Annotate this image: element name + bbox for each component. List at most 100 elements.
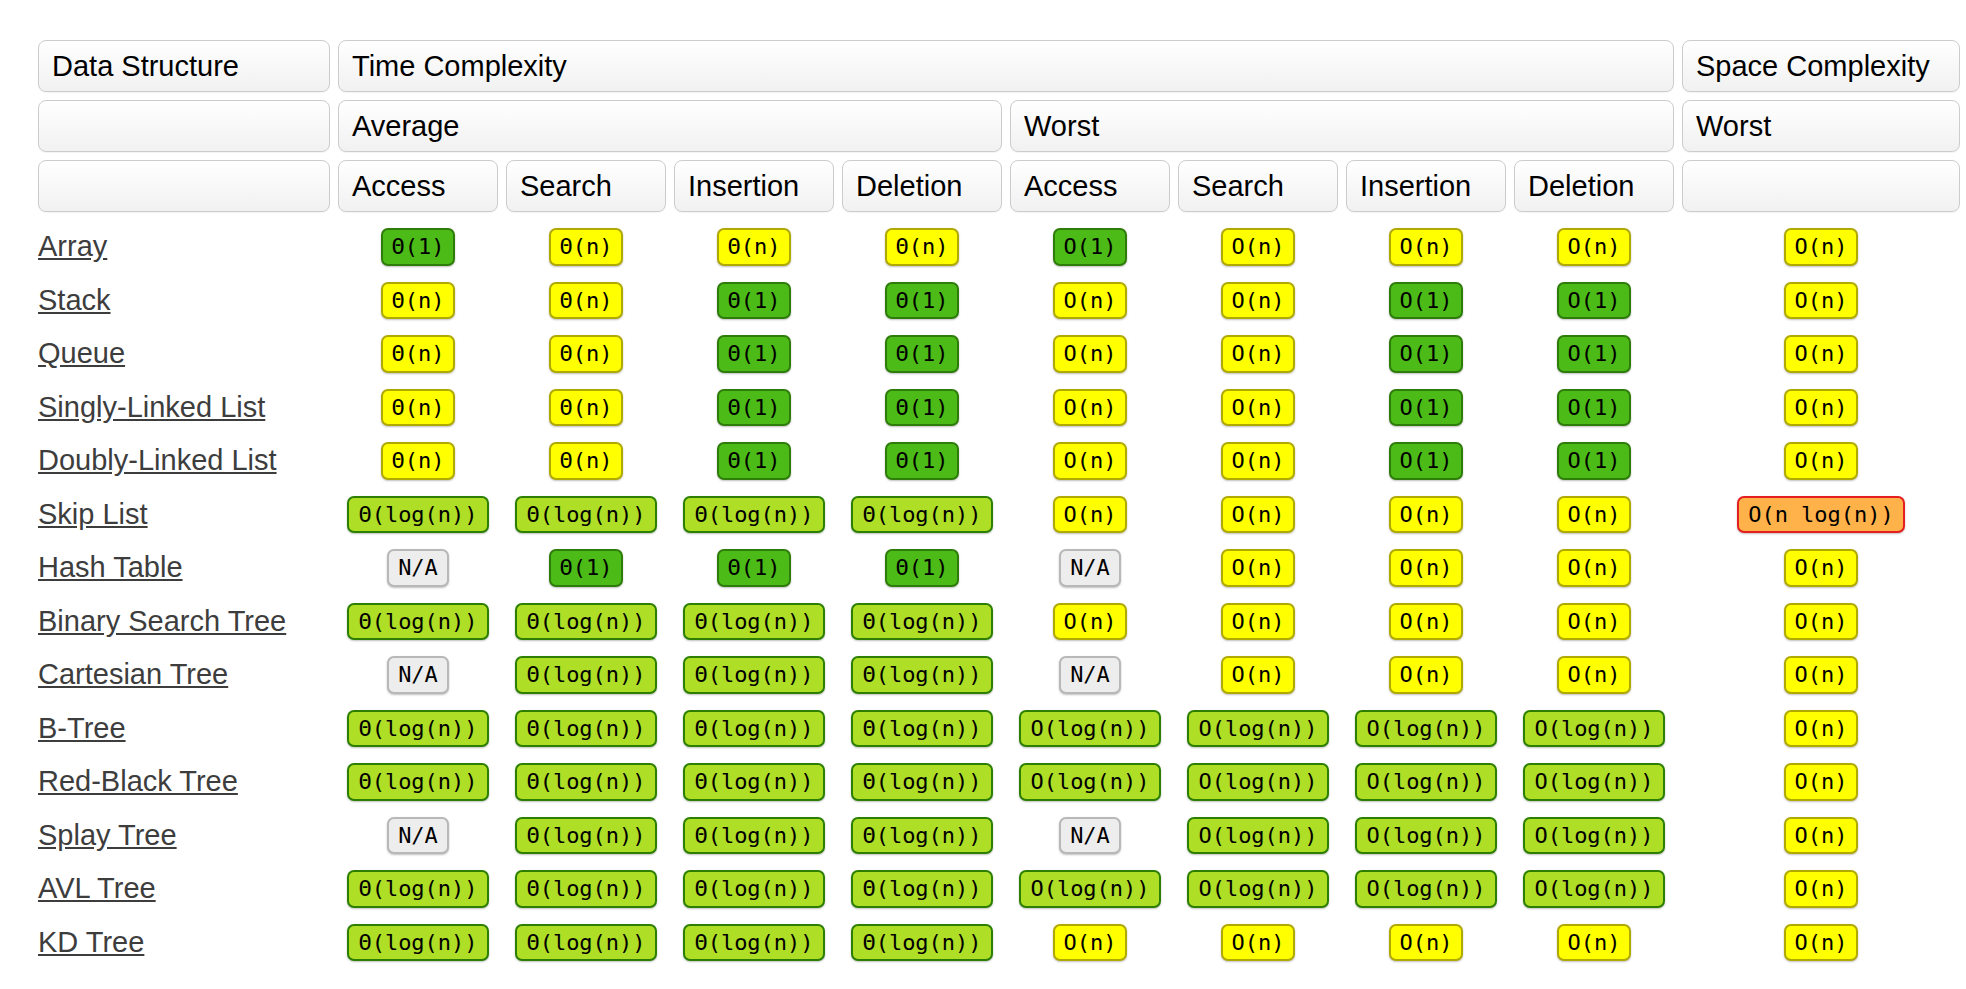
row-link-red-black-tree[interactable]: Red-Black Tree (38, 755, 330, 809)
complexity-badge: Θ(1) (717, 335, 792, 373)
row-link-singly-linked-list[interactable]: Singly-Linked List (38, 381, 330, 435)
complexity-badge: O(log(n)) (1019, 763, 1160, 801)
table-cell: O(1) (1346, 274, 1506, 328)
complexity-badge: Θ(log(n)) (347, 603, 488, 641)
table-cell: O(n) (1178, 595, 1338, 649)
complexity-badge: O(n) (1389, 228, 1464, 266)
row-link-kd-tree[interactable]: KD Tree (38, 916, 330, 970)
complexity-badge: O(n) (1784, 817, 1859, 855)
complexity-badge: O(1) (1557, 335, 1632, 373)
table-cell: O(1) (1346, 381, 1506, 435)
complexity-badge: N/A (387, 549, 449, 587)
complexity-badge: Θ(log(n)) (851, 817, 992, 855)
table-cell: Θ(n) (506, 327, 666, 381)
complexity-badge: Θ(log(n)) (515, 763, 656, 801)
table-cell: O(n) (1682, 327, 1960, 381)
table-cell: Θ(n) (338, 327, 498, 381)
complexity-badge: O(log(n)) (1523, 710, 1664, 748)
table-cell: Θ(log(n)) (338, 862, 498, 916)
complexity-badge: O(n) (1221, 496, 1296, 534)
complexity-badge: O(n) (1221, 335, 1296, 373)
complexity-badge: O(n) (1784, 603, 1859, 641)
table-cell: O(log(n)) (1178, 755, 1338, 809)
table-cell: O(n) (1514, 220, 1674, 274)
header-data-structure: Data Structure (38, 40, 330, 92)
complexity-badge: O(n) (1557, 656, 1632, 694)
complexity-badge: O(1) (1557, 389, 1632, 427)
table-cell: O(n) (1010, 488, 1170, 542)
table-cell: O(n) (1010, 327, 1170, 381)
row-link-avl-tree[interactable]: AVL Tree (38, 862, 330, 916)
table-cell: Θ(n) (506, 434, 666, 488)
header-average-access: Access (338, 160, 498, 212)
table-cell: O(n) (1346, 488, 1506, 542)
row-link-array[interactable]: Array (38, 220, 330, 274)
table-cell: O(n) (1682, 220, 1960, 274)
table-cell: Θ(log(n)) (674, 862, 834, 916)
table-cell: O(log(n)) (1346, 755, 1506, 809)
header-worst: Worst (1010, 100, 1674, 152)
table-cell: Θ(log(n)) (506, 755, 666, 809)
table-cell: O(log(n)) (1346, 809, 1506, 863)
table-cell: O(log(n)) (1346, 702, 1506, 756)
table-cell: Θ(log(n)) (674, 755, 834, 809)
table-cell: O(n) (1346, 648, 1506, 702)
complexity-badge: Θ(n) (717, 228, 792, 266)
complexity-badge: Θ(1) (885, 335, 960, 373)
complexity-badge: O(n) (1221, 549, 1296, 587)
row-link-doubly-linked-list[interactable]: Doubly-Linked List (38, 434, 330, 488)
complexity-badge: O(n) (1784, 389, 1859, 427)
complexity-badge: Θ(n) (381, 442, 456, 480)
header-average: Average (338, 100, 1002, 152)
complexity-badge: N/A (1059, 549, 1121, 587)
complexity-badge: Θ(log(n)) (851, 603, 992, 641)
complexity-badge: Θ(log(n)) (347, 496, 488, 534)
complexity-badge: Θ(log(n)) (851, 924, 992, 962)
complexity-badge: Θ(n) (549, 228, 624, 266)
row-link-queue[interactable]: Queue (38, 327, 330, 381)
row-link-splay-tree[interactable]: Splay Tree (38, 809, 330, 863)
complexity-badge: O(log(n)) (1187, 870, 1328, 908)
row-link-hash-table[interactable]: Hash Table (38, 541, 330, 595)
complexity-badge: O(n) (1389, 496, 1464, 534)
table-cell: O(n) (1178, 541, 1338, 595)
complexity-badge: O(n) (1784, 870, 1859, 908)
complexity-badge: O(n) (1784, 442, 1859, 480)
table-cell: O(n) (1346, 916, 1506, 970)
table-cell: O(log(n)) (1010, 755, 1170, 809)
table-cell: Θ(n) (674, 220, 834, 274)
table-cell: O(n) (1178, 434, 1338, 488)
table-cell: O(log(n)) (1178, 862, 1338, 916)
complexity-badge: O(n) (1784, 763, 1859, 801)
complexity-badge: Θ(1) (717, 282, 792, 320)
table-cell: Θ(n) (506, 274, 666, 328)
header-empty-cell (38, 100, 330, 152)
complexity-badge: Θ(log(n)) (683, 817, 824, 855)
table-cell: O(n) (1178, 274, 1338, 328)
table-cell: Θ(log(n)) (842, 595, 1002, 649)
table-cell: N/A (338, 541, 498, 595)
header-average-insertion: Insertion (674, 160, 834, 212)
complexity-badge: N/A (1059, 817, 1121, 855)
complexity-badge: O(log(n)) (1355, 817, 1496, 855)
table-cell: O(1) (1514, 434, 1674, 488)
row-link-cartesian-tree[interactable]: Cartesian Tree (38, 648, 330, 702)
complexity-badge: O(log(n)) (1187, 763, 1328, 801)
table-cell: Θ(log(n)) (338, 595, 498, 649)
complexity-badge: Θ(log(n)) (683, 496, 824, 534)
row-link-b-tree[interactable]: B-Tree (38, 702, 330, 756)
complexity-badge: Θ(log(n)) (683, 710, 824, 748)
table-cell: Θ(log(n)) (506, 809, 666, 863)
complexity-badge: O(n) (1053, 603, 1128, 641)
complexity-badge: O(n) (1053, 282, 1128, 320)
row-link-stack[interactable]: Stack (38, 274, 330, 328)
row-link-skip-list[interactable]: Skip List (38, 488, 330, 542)
table-cell: O(1) (1514, 381, 1674, 435)
table-cell: Θ(1) (842, 381, 1002, 435)
complexity-badge: O(n) (1053, 442, 1128, 480)
table-cell: Θ(log(n)) (506, 916, 666, 970)
row-link-binary-search-tree[interactable]: Binary Search Tree (38, 595, 330, 649)
complexity-badge: Θ(log(n)) (347, 763, 488, 801)
table-cell: Θ(n) (338, 434, 498, 488)
complexity-badge: Θ(1) (717, 442, 792, 480)
